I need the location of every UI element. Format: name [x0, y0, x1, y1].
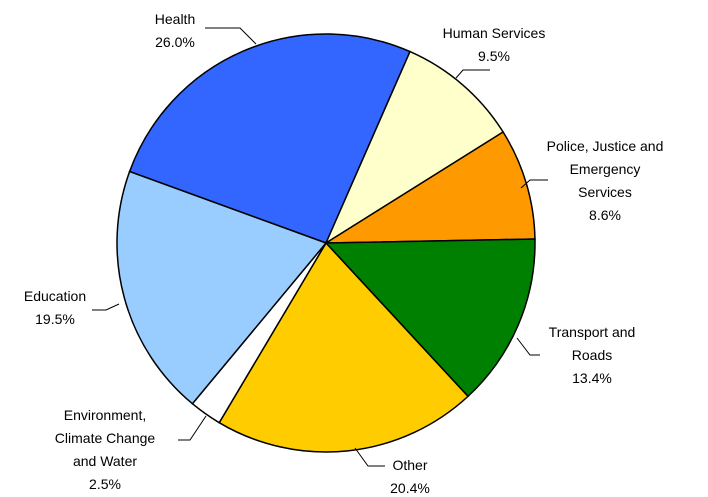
pie-slice — [324, 50, 505, 245]
category-label: Health — [154, 11, 196, 27]
slice-label: Other 20.4% — [320, 454, 500, 497]
leader-line — [520, 179, 548, 189]
leader-line — [354, 447, 385, 467]
slice-label: Police, Justice and Emergency Services 8.… — [515, 135, 695, 227]
category-label: Police, Justice and Emergency Services — [546, 138, 664, 200]
category-label: Transport and Roads — [548, 324, 636, 363]
value-label: 8.6% — [589, 207, 621, 223]
slice-label: Environment, Climate Change and Water 2.5… — [15, 404, 195, 496]
category-label: Human Services — [442, 25, 546, 41]
value-label: 20.4% — [390, 480, 430, 496]
pie-slice — [128, 33, 411, 244]
value-label: 19.5% — [35, 311, 75, 327]
slice-label: Health 26.0% — [85, 8, 265, 54]
slice-label: Transport and Roads 13.4% — [502, 321, 682, 390]
leader-line — [178, 415, 207, 441]
pie-slice — [324, 238, 536, 398]
slice-label: Human Services 9.5% — [404, 22, 584, 68]
value-label: 2.5% — [89, 476, 121, 492]
leader-line — [516, 337, 540, 356]
leader-line — [455, 69, 490, 79]
value-label: 13.4% — [572, 370, 612, 386]
slice-label: Education 19.5% — [0, 285, 145, 331]
leader-line — [92, 303, 120, 311]
category-label: Education — [23, 288, 87, 304]
leader-line — [205, 27, 257, 45]
value-label: 26.0% — [155, 34, 195, 50]
value-label: 9.5% — [478, 48, 510, 64]
pie-slice — [218, 241, 470, 453]
pie-slice — [116, 170, 328, 405]
category-label: Environment, Climate Change and Water — [54, 407, 156, 469]
category-label: Other — [392, 457, 428, 473]
